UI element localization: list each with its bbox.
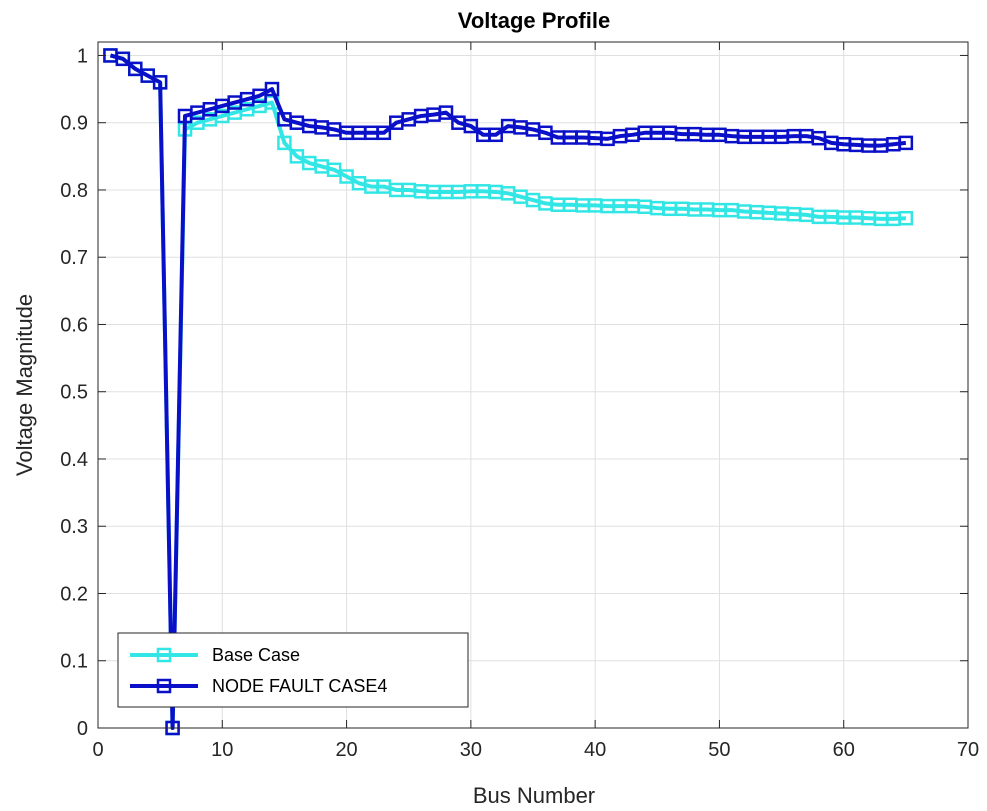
legend-label: NODE FAULT CASE4 [212, 676, 387, 696]
y-tick-label: 0.7 [60, 247, 88, 269]
data-point-marker [264, 81, 280, 97]
x-axis-label: Bus Number [473, 783, 595, 808]
data-point-marker [115, 51, 131, 67]
x-tick-label: 60 [833, 739, 855, 761]
y-tick-label: 0.3 [60, 516, 88, 538]
y-tick-label: 0.8 [60, 180, 88, 202]
legend-box [117, 632, 469, 708]
data-point-marker [898, 135, 914, 151]
y-tick-label: 0.6 [60, 314, 88, 336]
legend: Base Case NODE FAULT CASE4 [117, 632, 469, 708]
x-tick-label: 50 [708, 739, 730, 761]
y-tick-label: 1 [77, 45, 88, 67]
data-point-marker [463, 118, 479, 134]
legend-item: Base Case [130, 645, 300, 665]
y-tick-label: 0.1 [60, 651, 88, 673]
axis-ticks: 0 10 20 30 40 50 60 70 0 0.1 0.2 0.3 0.4 0.5 0.6 0.7 0.8… [60, 42, 979, 761]
data-point-marker [438, 105, 454, 120]
plot-area [103, 48, 914, 736]
x-tick-label: 20 [335, 739, 357, 761]
data-point-marker [277, 135, 292, 151]
y-tick-label: 0.4 [60, 449, 88, 471]
series-line [109, 53, 907, 730]
series-node-fault-case4 [103, 48, 914, 736]
y-tick-label: 0 [77, 718, 88, 740]
y-axis-label: Voltage Magnitude [12, 294, 37, 476]
data-point-marker [152, 75, 168, 90]
series-line [109, 53, 906, 730]
axes-box [97, 41, 969, 729]
data-point-marker [488, 127, 503, 143]
chart-title: Voltage Profile [458, 8, 610, 33]
y-tick-label: 0.9 [60, 113, 88, 135]
data-point-marker [376, 125, 392, 141]
x-tick-label: 40 [584, 739, 606, 761]
y-tick-label: 0.5 [60, 382, 88, 404]
x-tick-label: 70 [957, 739, 979, 761]
y-tick-label: 0.2 [60, 583, 88, 605]
legend-marker-swatch [156, 647, 172, 663]
legend-item: NODE FAULT CASE4 [130, 676, 387, 696]
x-tick-label: 30 [460, 739, 482, 761]
legend-label: Base Case [212, 645, 300, 665]
data-point-marker [898, 210, 914, 226]
x-tick-label: 0 [92, 739, 103, 761]
legend-marker-swatch [156, 678, 172, 694]
x-tick-label: 10 [211, 739, 233, 761]
